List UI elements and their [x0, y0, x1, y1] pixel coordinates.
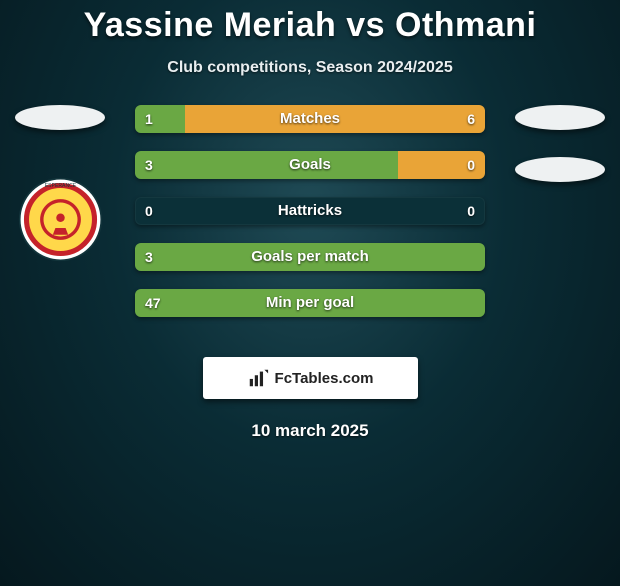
stat-bar: 3Goals per match — [135, 243, 485, 271]
footer-site-text: FcTables.com — [275, 370, 374, 387]
stat-bar-label: Matches — [135, 105, 485, 133]
bar-chart-icon — [247, 367, 269, 389]
player-right-avatar-1 — [515, 105, 605, 130]
club-badge-left: ESPERANCE — [18, 177, 103, 262]
stat-bar-label: Hattricks — [135, 197, 485, 225]
footer-date: 10 march 2025 — [0, 421, 620, 441]
page-subtitle: Club competitions, Season 2024/2025 — [0, 59, 620, 77]
player-left-avatar — [15, 105, 105, 130]
stat-bar: 16Matches — [135, 105, 485, 133]
comparison-stage: ESPERANCE 16Matches 30Goals 00Hattricks 3Go… — [0, 105, 620, 345]
page-title: Yassine Meriah vs Othmani — [0, 6, 620, 45]
footer-site-card[interactable]: FcTables.com — [203, 357, 418, 399]
player-right-avatar-2 — [515, 157, 605, 182]
stat-bar: 47Min per goal — [135, 289, 485, 317]
stat-bar: 30Goals — [135, 151, 485, 179]
svg-text:ESPERANCE: ESPERANCE — [45, 183, 77, 189]
stat-bar-label: Goals — [135, 151, 485, 179]
stat-bars: 16Matches 30Goals 00Hattricks 3Goals per ma… — [135, 105, 485, 335]
stat-bar-label: Goals per match — [135, 243, 485, 271]
stat-bar: 00Hattricks — [135, 197, 485, 225]
stat-bar-label: Min per goal — [135, 289, 485, 317]
